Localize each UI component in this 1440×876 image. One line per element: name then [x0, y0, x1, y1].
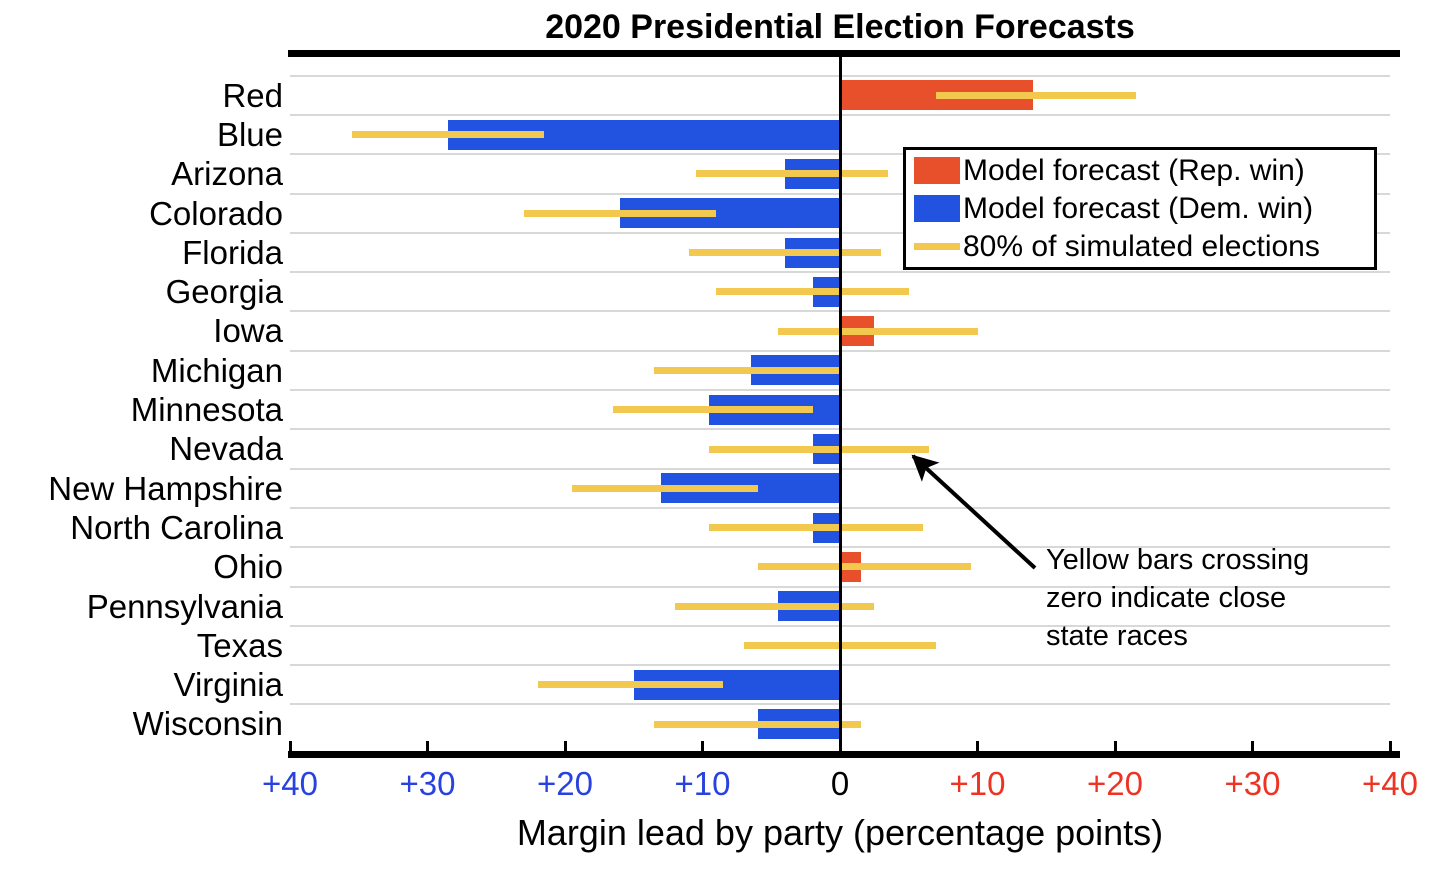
error-band-colorado [523, 209, 717, 217]
x-tick-label: +40 [1362, 765, 1418, 802]
x-tick-mark [426, 741, 429, 752]
legend-label: 80% of simulated elections [963, 229, 1320, 263]
category-label-nevada: Nevada [169, 430, 283, 468]
category-label-virginia: Virginia [173, 666, 283, 704]
x-tick-mark [563, 741, 567, 752]
x-tick-label: +40 [262, 765, 318, 802]
error-band-new-hampshire [571, 484, 758, 492]
category-label-blue: Blue [216, 115, 283, 153]
x-tick-mark [976, 741, 979, 752]
category-label-arizona: Arizona [171, 155, 283, 193]
legend-label: Model forecast (Dem. win) [963, 191, 1314, 225]
error-band-iowa [778, 327, 978, 335]
error-band-virginia [537, 681, 724, 689]
error-band-blue [351, 131, 545, 139]
error-band-red [936, 91, 1136, 99]
legend-label: Model forecast (Rep. win) [963, 153, 1305, 187]
chart-title: 2020 Presidential Election Forecasts [545, 8, 1135, 46]
x-tick-mark [1113, 741, 1117, 752]
x-tick-mark [288, 741, 292, 752]
legend-swatch-band [914, 243, 960, 250]
error-band-wisconsin [654, 720, 861, 728]
category-label-minnesota: Minnesota [130, 391, 283, 429]
x-tick-mark [1251, 741, 1254, 752]
x-tick-mark [838, 741, 842, 752]
error-band-michigan [654, 366, 840, 374]
x-tick-mark [701, 741, 704, 752]
legend-item: Model forecast (Rep. win) [906, 152, 1374, 190]
category-label-georgia: Georgia [165, 273, 283, 311]
x-tick-mark [1388, 741, 1392, 752]
annotation-line-1: Yellow bars crossing [1046, 544, 1310, 576]
category-label-colorado: Colorado [149, 194, 283, 232]
error-band-arizona [695, 170, 889, 178]
category-label-wisconsin: Wisconsin [132, 705, 283, 743]
error-band-minnesota [613, 406, 813, 414]
error-band-florida [688, 249, 882, 256]
error-band-nevada [709, 445, 930, 453]
legend-item: Model forecast (Dem. win) [906, 190, 1374, 228]
x-tick-label: +20 [537, 765, 593, 802]
error-band-ohio [757, 563, 971, 571]
annotation-line-3: state races [1046, 620, 1188, 652]
category-label-pennsylvania: Pennsylvania [86, 587, 283, 625]
legend-swatch-rep [914, 157, 960, 184]
x-axis-title: Margin lead by party (percentage points) [516, 812, 1164, 853]
x-tick-label: +10 [949, 765, 1006, 802]
x-tick-label: 0 [830, 765, 850, 802]
annotation-line-2: zero indicate close [1046, 582, 1287, 614]
category-label-iowa: Iowa [213, 312, 283, 350]
legend-swatch-dem [914, 195, 960, 222]
legend-item: 80% of simulated elections [906, 228, 1374, 266]
category-label-new-hampshire: New Hampshire [48, 469, 283, 507]
error-band-georgia [716, 288, 909, 296]
x-axis-line [288, 751, 1400, 758]
error-band-north-carolina [709, 524, 923, 532]
category-label-north-carolina: North Carolina [70, 508, 283, 546]
category-label-michigan: Michigan [150, 351, 283, 389]
x-tick-label: +30 [1224, 765, 1281, 802]
error-band-pennsylvania [675, 602, 875, 610]
x-tick-label: +20 [1087, 765, 1143, 802]
category-label-ohio: Ohio [213, 548, 283, 586]
x-tick-label: +10 [674, 765, 731, 802]
category-label-florida: Florida [182, 233, 283, 271]
legend: Model forecast (Rep. win) Model forecast … [903, 147, 1377, 270]
x-tick-label: +30 [399, 765, 456, 802]
category-label-texas: Texas [196, 626, 283, 664]
zero-line [838, 57, 842, 752]
category-label-red: Red [222, 76, 283, 114]
annotation-arrow-icon [911, 454, 1037, 570]
top-frame-line [288, 50, 1400, 57]
